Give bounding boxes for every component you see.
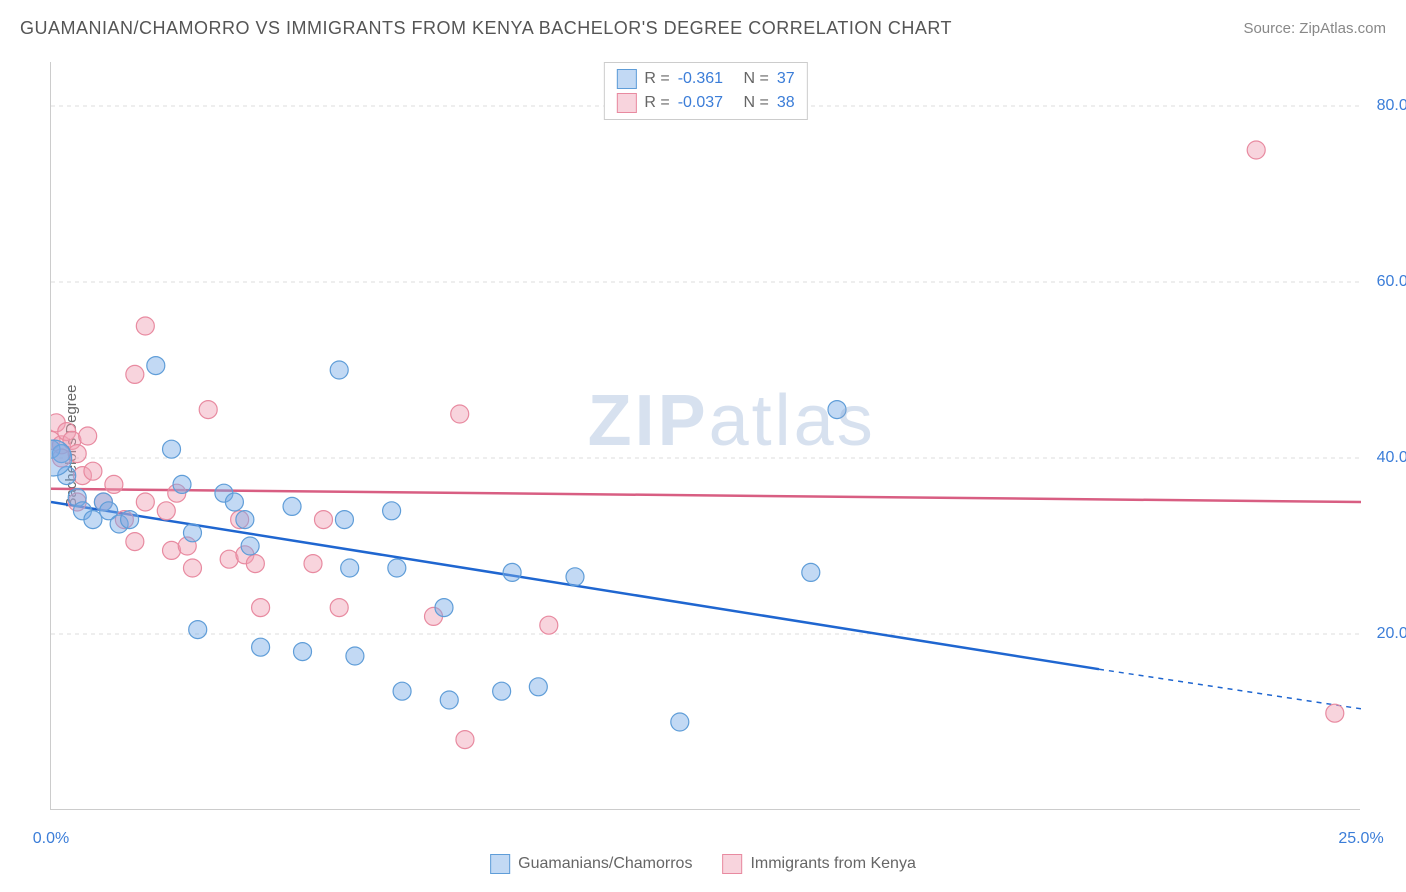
- n-label-1: N =: [744, 67, 769, 91]
- r-label-1: R =: [644, 67, 669, 91]
- r-value-1: -0.361: [678, 67, 723, 91]
- legend-item-series2: Immigrants from Kenya: [722, 854, 915, 874]
- y-tick-label: 80.0%: [1377, 97, 1406, 115]
- stats-row-series1: R = -0.361 N = 37: [616, 67, 794, 91]
- chart-title: GUAMANIAN/CHAMORRO VS IMMIGRANTS FROM KE…: [20, 18, 952, 39]
- legend-label-series1: Guamanians/Chamorros: [518, 855, 692, 873]
- source-attribution: Source: ZipAtlas.com: [1243, 20, 1386, 37]
- y-tick-label: 60.0%: [1377, 273, 1406, 291]
- bottom-legend: Guamanians/Chamorros Immigrants from Ken…: [490, 854, 916, 874]
- legend-item-series1: Guamanians/Chamorros: [490, 854, 692, 874]
- n-value-2: 38: [777, 91, 795, 115]
- stats-row-series2: R = -0.037 N = 38: [616, 91, 794, 115]
- swatch-series1-bottom: [490, 854, 510, 874]
- r-label-2: R =: [644, 91, 669, 115]
- x-tick-label: 25.0%: [1338, 830, 1383, 848]
- swatch-series2-bottom: [722, 854, 742, 874]
- swatch-series1: [616, 69, 636, 89]
- stats-legend-box: R = -0.361 N = 37 R = -0.037 N = 38: [603, 62, 807, 120]
- y-tick-label: 40.0%: [1377, 449, 1406, 467]
- chart-svg: [51, 62, 1361, 810]
- y-tick-label: 20.0%: [1377, 625, 1406, 643]
- r-value-2: -0.037: [678, 91, 723, 115]
- n-label-2: N =: [744, 91, 769, 115]
- legend-label-series2: Immigrants from Kenya: [750, 855, 915, 873]
- swatch-series2: [616, 93, 636, 113]
- n-value-1: 37: [777, 67, 795, 91]
- x-tick-label: 0.0%: [33, 830, 69, 848]
- plot-area: ZIPatlas R = -0.361 N = 37 R = -0.037 N …: [50, 62, 1360, 810]
